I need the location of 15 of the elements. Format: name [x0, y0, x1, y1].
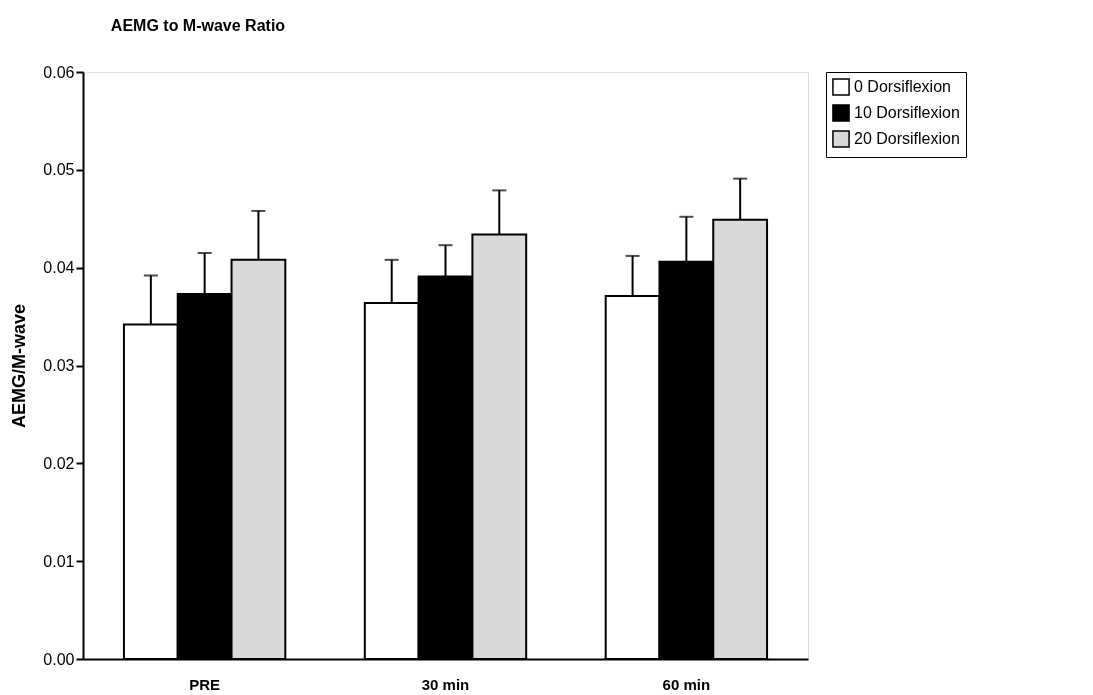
y-tick-label: 0.04 [43, 259, 75, 277]
chart-title: AEMG to M-wave Ratio [110, 17, 286, 34]
y-tick-label: 0.00 [43, 650, 75, 668]
y-axis-title: AEMG/M-wave [9, 303, 30, 429]
legend-label: 20 Dorsiflexion [854, 130, 960, 147]
x-tick-label: 60 min [662, 675, 711, 693]
y-tick-label: 0.01 [43, 552, 75, 570]
y-tick-label: 0.02 [43, 454, 75, 472]
y-tick-label: 0.06 [43, 63, 75, 81]
y-tick-label: 0.05 [43, 161, 75, 179]
y-tick-label: 0.03 [43, 357, 75, 374]
legend-label: 10 Dorsiflexion [854, 104, 960, 121]
legend-label: 0 Dorsiflexion [854, 78, 951, 95]
x-tick-label: PRE [189, 675, 221, 693]
x-tick-label: 30 min [421, 675, 470, 693]
